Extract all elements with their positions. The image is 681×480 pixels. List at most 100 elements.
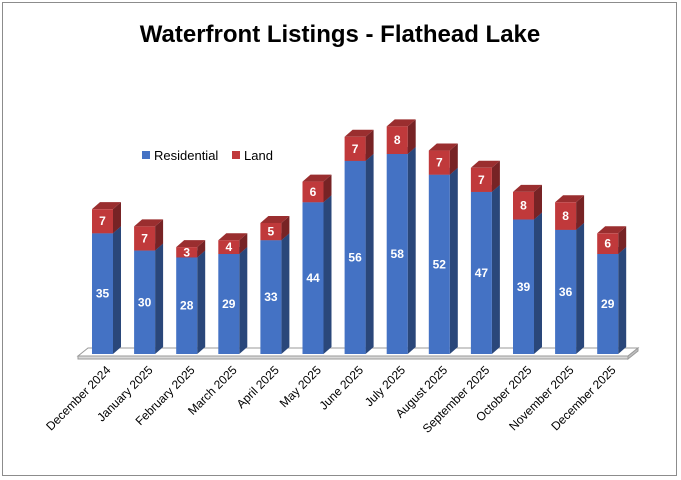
bar-residential-january-2025-side xyxy=(155,243,164,354)
bar-residential-december-2024-front xyxy=(92,233,113,354)
data-label-residential-november-2025: 36 xyxy=(559,285,573,299)
bar-group-april-2025: 33 5 xyxy=(260,215,290,354)
data-label-land-february-2025: 3 xyxy=(183,245,190,259)
floor-front xyxy=(77,355,629,360)
bar-land-march-2025-side xyxy=(239,233,248,254)
bar-land-april-2025 xyxy=(260,215,290,241)
bar-land-june-2025-top xyxy=(344,129,374,137)
bar-land-july-2025-side xyxy=(407,119,416,154)
data-label-residential-march-2025: 29 xyxy=(222,297,236,311)
bar-land-january-2025-top xyxy=(134,219,164,227)
bar-land-december-2025-top xyxy=(597,226,627,234)
bar-land-january-2025-front xyxy=(134,226,156,251)
bar-residential-march-2025-side xyxy=(239,247,248,354)
data-label-residential-october-2025: 39 xyxy=(517,280,531,294)
bar-group-march-2025: 29 4 xyxy=(218,233,248,354)
bar-land-may-2025-top xyxy=(302,174,332,182)
bar-residential-december-2025-front xyxy=(597,254,619,354)
bar-land-november-2025-front xyxy=(555,202,577,230)
data-label-land-november-2025: 8 xyxy=(562,209,569,223)
bar-land-october-2025-side xyxy=(534,184,542,220)
bar-land-october-2025-top xyxy=(513,184,542,192)
bar-group-june-2025: 56 7 xyxy=(344,129,374,354)
x-tick-label-april-2025: April 2025 xyxy=(234,363,282,411)
bar-residential-may-2025 xyxy=(302,195,332,354)
data-label-residential-july-2025: 58 xyxy=(391,247,405,261)
data-label-land-july-2025: 8 xyxy=(394,133,401,147)
bar-residential-february-2025-front xyxy=(176,257,198,354)
bar-group-september-2025: 47 7 xyxy=(470,160,500,354)
data-label-land-april-2025: 5 xyxy=(268,225,275,239)
data-label-residential-april-2025: 33 xyxy=(264,290,278,304)
bar-residential-december-2024-side xyxy=(113,226,121,354)
bar-residential-october-2025-front xyxy=(513,219,534,354)
bar-land-july-2025 xyxy=(386,119,416,154)
bar-land-february-2025-side xyxy=(197,240,206,258)
bar-land-april-2025-side xyxy=(281,215,290,241)
bar-land-december-2024-side xyxy=(113,202,121,234)
bar-land-january-2025 xyxy=(134,219,164,251)
data-label-residential-february-2025: 28 xyxy=(180,299,194,313)
legend: Residential Land xyxy=(142,148,273,163)
bar-group-february-2025: 28 3 xyxy=(176,240,206,354)
legend-swatch-residential xyxy=(142,151,150,159)
bar-land-april-2025-front xyxy=(260,222,282,241)
bar-group-january-2025: 30 7 xyxy=(134,219,164,354)
bar-land-february-2025 xyxy=(176,240,206,258)
bar-land-december-2025-front xyxy=(597,233,619,254)
bar-land-august-2025-top xyxy=(428,143,458,151)
bar-land-may-2025 xyxy=(302,174,332,203)
bar-land-july-2025-front xyxy=(386,126,408,154)
floor-side xyxy=(627,346,639,361)
bar-land-august-2025-side xyxy=(449,143,458,175)
bar-land-june-2025-front xyxy=(344,136,366,161)
bar-land-september-2025-top xyxy=(470,160,500,168)
data-label-residential-may-2025: 44 xyxy=(306,271,320,285)
bar-residential-january-2025-front xyxy=(134,250,156,354)
data-label-residential-january-2025: 30 xyxy=(138,295,152,309)
bar-residential-december-2025-side xyxy=(618,247,627,354)
bar-land-august-2025 xyxy=(428,143,458,175)
bar-group-december-2024: 35 7 xyxy=(92,202,121,354)
bar-land-march-2025 xyxy=(218,233,248,254)
bar-land-april-2025-top xyxy=(260,215,290,223)
bar-residential-april-2025-front xyxy=(260,240,282,354)
bar-land-july-2025-top xyxy=(386,119,416,127)
bar-land-august-2025-front xyxy=(428,150,450,175)
bar-land-january-2025-side xyxy=(155,219,164,251)
bar-residential-july-2025-side xyxy=(407,147,416,354)
bar-group-may-2025: 44 6 xyxy=(302,174,332,354)
bar-group-august-2025: 52 7 xyxy=(428,143,458,354)
bar-land-november-2025 xyxy=(555,195,585,230)
data-label-land-september-2025: 7 xyxy=(478,173,485,187)
bar-land-november-2025-top xyxy=(555,195,585,203)
chart-title: Waterfront Listings - Flathead Lake xyxy=(140,21,541,48)
bar-group-november-2025: 36 8 xyxy=(555,195,585,354)
bar-land-october-2025-front xyxy=(513,191,534,220)
bar-residential-may-2025-side xyxy=(323,195,332,354)
x-tick-label-june-2025: June 2025 xyxy=(317,363,367,413)
bar-land-december-2024-top xyxy=(92,202,121,210)
data-label-land-march-2025: 4 xyxy=(225,240,232,254)
bar-residential-november-2025-front xyxy=(555,229,577,354)
bar-land-march-2025-top xyxy=(218,233,248,241)
bar-residential-may-2025-front xyxy=(302,202,324,354)
data-label-residential-december-2024: 35 xyxy=(96,287,110,301)
bar-residential-september-2025-front xyxy=(470,191,492,354)
bar-land-february-2025-front xyxy=(176,247,198,258)
data-label-residential-december-2025: 29 xyxy=(601,297,615,311)
data-label-land-january-2025: 7 xyxy=(141,231,148,245)
bar-residential-august-2025-front xyxy=(428,174,450,354)
bar-land-october-2025 xyxy=(513,184,542,220)
data-label-land-december-2024: 7 xyxy=(99,214,106,228)
bar-land-february-2025-top xyxy=(176,240,206,248)
bar-land-may-2025-side xyxy=(323,174,332,203)
bar-residential-august-2025-side xyxy=(449,167,458,354)
bars: 35 7 30 7 28 3 29 4 33 5 44 6 56 7 58 8 52 7 47 7 39 8 36 8 29 6 xyxy=(92,119,627,354)
data-label-residential-september-2025: 47 xyxy=(475,266,489,280)
bar-land-december-2025 xyxy=(597,226,627,254)
bar-land-september-2025 xyxy=(470,160,500,192)
data-label-land-june-2025: 7 xyxy=(352,142,359,156)
